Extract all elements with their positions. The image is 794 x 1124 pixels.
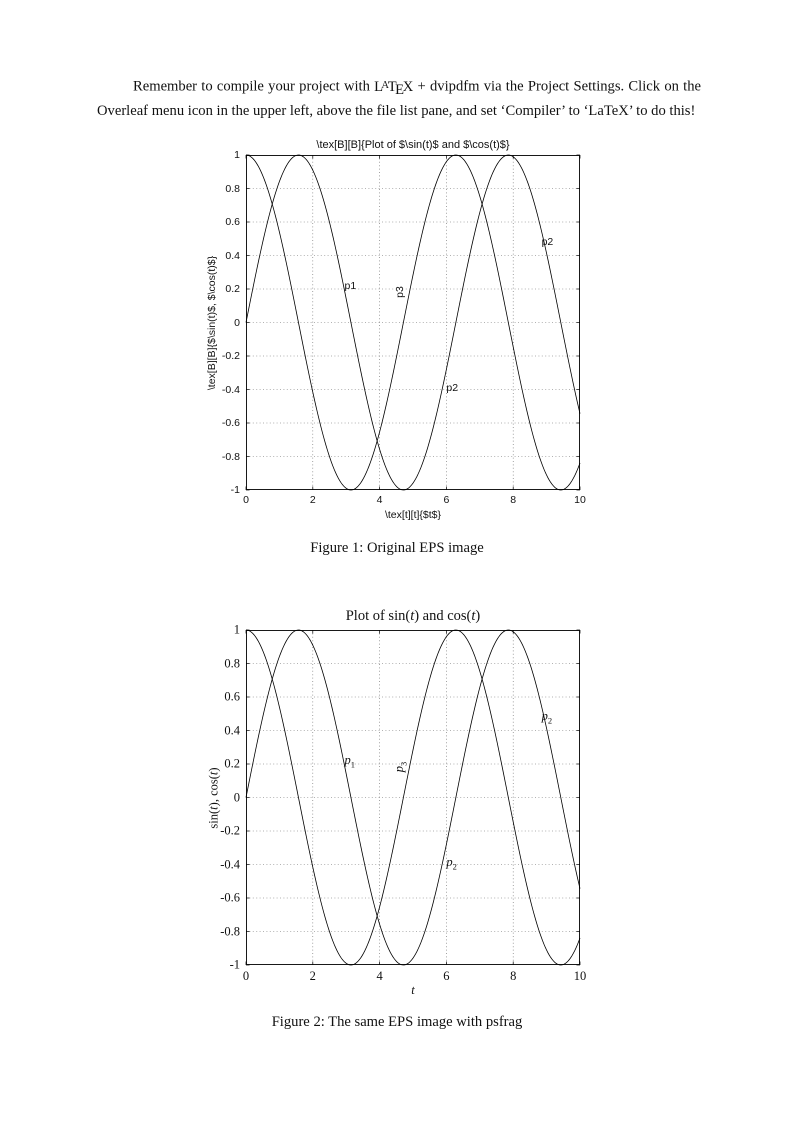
x-tick-label: 10 [574, 494, 586, 506]
y-tick-label: -0.6 [220, 890, 240, 905]
figure-1-title: \tex[B][B]{Plot of $\sin(t)$ and $\cos(t… [316, 139, 510, 151]
x-tick-label: 8 [510, 969, 517, 983]
figure-2-title: Plot of sin(t) and cos(t) [345, 608, 481, 624]
y-tick-label: 0.2 [224, 756, 240, 771]
x-tick-label: 8 [510, 494, 517, 506]
y-tick-label: 0.2 [225, 283, 240, 295]
y-tick-label: -0.2 [220, 823, 240, 838]
y-tick-label: 0 [234, 316, 240, 329]
y-tick-label: 1 [234, 149, 240, 161]
y-tick-label: -0.2 [221, 350, 240, 362]
annotation-p1: p1 [344, 279, 357, 292]
y-tick-label: -0.8 [221, 450, 240, 463]
latex-logo-letter-t: T [387, 78, 397, 95]
annotation-p2: p2 [446, 854, 457, 872]
latex-logo: LATEX [374, 78, 414, 98]
annotation-p3: p3 [392, 762, 409, 773]
y-tick-label: 0 [233, 790, 240, 804]
figure-2-ylabel: sin(t), cos(t) [206, 766, 221, 829]
figure-2-xlabel: t [411, 983, 415, 997]
x-tick-label: 6 [443, 969, 450, 983]
y-tick-label: 0.8 [225, 182, 240, 195]
intro-paragraph: Remember to compile your project with LA… [97, 75, 701, 123]
y-tick-label: 0.8 [224, 656, 240, 670]
x-tick-label: 2 [309, 969, 316, 983]
annotation-p2: p2 [541, 708, 553, 726]
latex-logo-letter-e: E [395, 81, 405, 98]
x-tick-label: 2 [309, 494, 316, 506]
x-tick-label: 4 [376, 494, 383, 506]
y-tick-label: 1 [233, 622, 240, 637]
figure-2-caption: Figure 2: The same EPS image with psfrag [271, 1014, 523, 1030]
y-tick-label: 0.6 [225, 216, 240, 228]
plot-canvas-1 [245, 154, 581, 491]
annotation-p2: p2 [446, 381, 459, 394]
figure-1-xlabel: \tex[t][t]{$t$} [384, 509, 442, 521]
intro-text-before: Remember to compile your project with [133, 78, 375, 95]
y-tick-label: -0.4 [220, 857, 240, 871]
y-tick-label: -0.6 [221, 417, 240, 429]
latex-logo-letter-l: L [374, 78, 384, 95]
figure-1-caption: Figure 1: Original EPS image [310, 540, 484, 556]
curve-cos [245, 629, 581, 966]
x-tick-label: 0 [242, 969, 250, 983]
curve-sin [245, 629, 581, 966]
y-tick-label: -0.4 [221, 383, 240, 396]
x-tick-label: 10 [573, 969, 587, 983]
figure-1-ylabel: \tex[B][B]{$\sin(t)$, $\cos(t)$} [206, 255, 218, 390]
x-tick-label: 4 [376, 969, 383, 983]
curve-cos [245, 154, 581, 491]
x-tick-label: 6 [443, 494, 450, 506]
annotation-p1: p1 [344, 752, 356, 769]
x-tick-label: 0 [243, 494, 249, 506]
y-tick-label: 0.4 [225, 249, 240, 262]
y-tick-label: -1 [229, 957, 240, 972]
annotation-p3: p3 [394, 286, 407, 299]
y-tick-label: -0.8 [220, 924, 240, 938]
y-tick-label: 0.4 [224, 723, 240, 737]
y-tick-label: -1 [230, 484, 240, 496]
curve-sin [245, 154, 581, 491]
intro-text-after: + dvipdfm via the Project Settings. Clic… [97, 78, 701, 120]
annotation-p2: p2 [541, 236, 554, 249]
y-tick-label: 0.6 [224, 689, 240, 704]
latex-logo-letter-x: X [402, 78, 414, 95]
plot-canvas-2 [245, 629, 581, 966]
latex-logo-letter-a: A [381, 80, 390, 91]
